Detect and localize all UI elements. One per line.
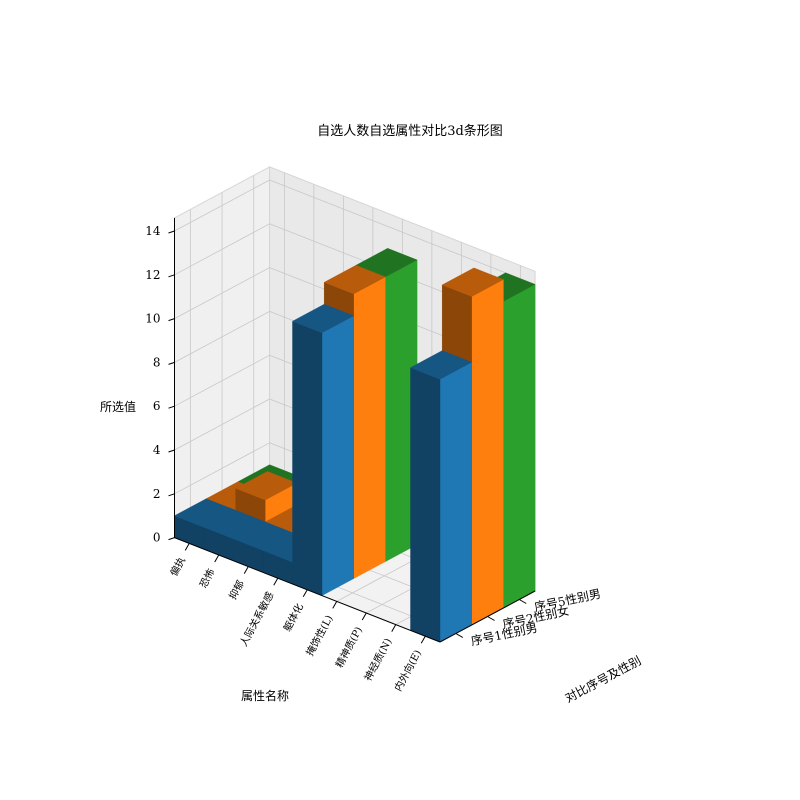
x-tick-label: 恐怖 <box>197 566 218 590</box>
z-axis-label: 所选值 <box>100 399 136 414</box>
y-tick <box>455 633 464 638</box>
z-tick-label: 6 <box>153 399 161 413</box>
bar <box>410 350 473 643</box>
x-tick <box>214 554 220 563</box>
z-tick <box>168 493 175 497</box>
x-axis-label: 属性名称 <box>241 688 289 703</box>
x-tick <box>361 612 367 621</box>
x-tick <box>273 577 279 586</box>
z-tick-label: 10 <box>145 312 160 326</box>
bars <box>174 248 536 643</box>
z-tick <box>168 318 175 322</box>
x-tick-label: 偏执 <box>167 555 188 579</box>
z-tick-label: 4 <box>153 443 161 457</box>
x-tick <box>184 543 190 551</box>
bar <box>292 303 355 596</box>
x-tick-label: 躯体化 <box>280 601 306 634</box>
z-tick <box>168 449 175 453</box>
z-tick <box>168 230 175 234</box>
x-tick <box>391 624 397 632</box>
z-tick <box>168 361 175 365</box>
x-tick-label: 内外向(E) <box>391 647 424 693</box>
x-tick <box>243 566 249 574</box>
x-tick-label: 人际关系敏感 <box>237 590 277 649</box>
x-tick <box>332 601 338 609</box>
z-tick <box>168 405 175 409</box>
x-tick <box>302 589 308 598</box>
y-tick <box>487 616 495 621</box>
chart-title: 自选人数自选属性对比3d条形图 <box>317 123 503 139</box>
z-tick-label: 2 <box>153 487 161 501</box>
z-tick <box>168 274 175 278</box>
z-tick-label: 0 <box>153 531 161 545</box>
z-tick-label: 8 <box>153 355 161 369</box>
x-tick-label: 神经质(N) <box>361 636 394 683</box>
y-tick <box>519 599 527 604</box>
x-tick-label: 抑郁 <box>226 578 247 602</box>
z-tick <box>168 537 175 541</box>
x-tick-label: 掩饰性(L) <box>303 613 335 658</box>
x-tick <box>420 635 426 644</box>
y-axis-label: 对比序号及性别 <box>562 653 643 706</box>
z-tick-label: 12 <box>145 268 160 282</box>
x-tick-label: 精神质(P) <box>333 624 365 670</box>
z-tick-label: 14 <box>145 224 161 238</box>
